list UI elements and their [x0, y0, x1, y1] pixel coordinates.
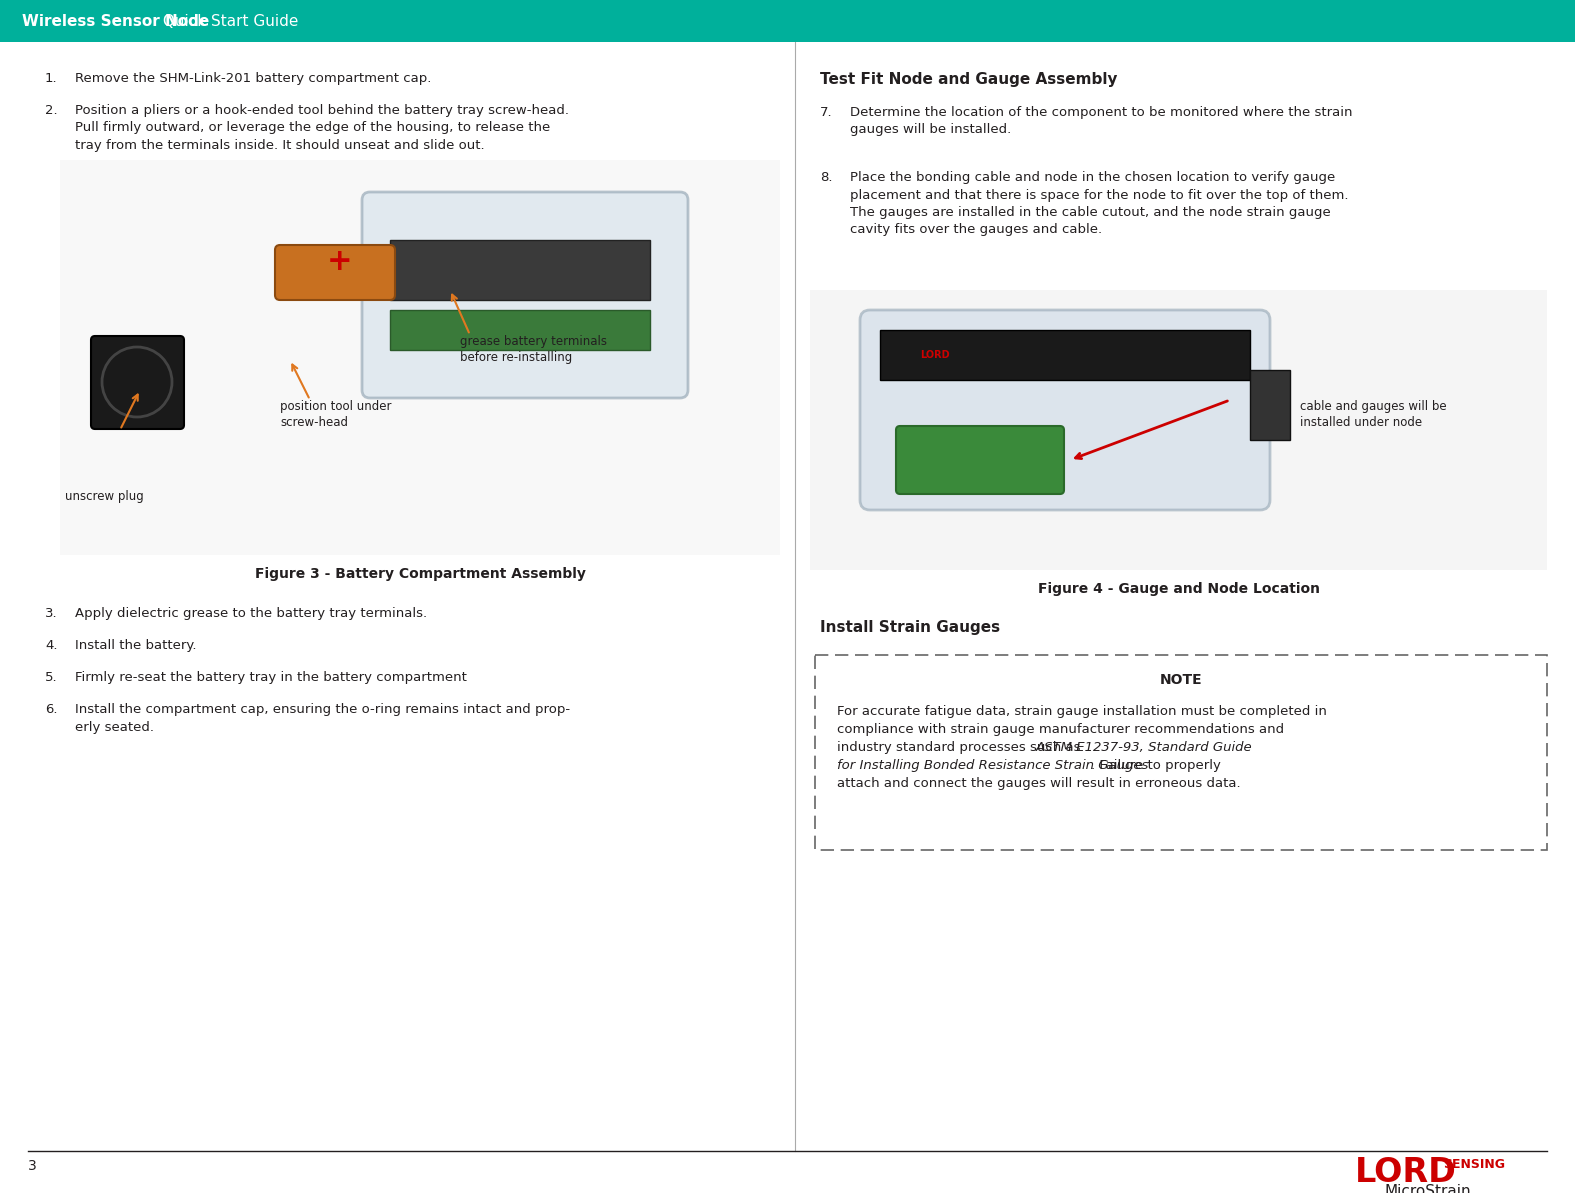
Text: compliance with strain gauge manufacturer recommendations and: compliance with strain gauge manufacture… — [836, 723, 1284, 736]
Text: Install Strain Gauges: Install Strain Gauges — [821, 620, 1000, 635]
Text: 8.: 8. — [821, 171, 833, 184]
Text: grease battery terminals
before re-installing: grease battery terminals before re-insta… — [460, 335, 606, 364]
FancyBboxPatch shape — [896, 426, 1065, 494]
Text: 3: 3 — [28, 1160, 36, 1173]
Text: 2.: 2. — [46, 104, 58, 117]
Text: SENSING: SENSING — [1443, 1158, 1506, 1172]
FancyBboxPatch shape — [91, 336, 184, 429]
Text: 5.: 5. — [46, 670, 58, 684]
Text: Apply dielectric grease to the battery tray terminals.: Apply dielectric grease to the battery t… — [76, 607, 427, 620]
Text: Determine the location of the component to be monitored where the strain
gauges : Determine the location of the component … — [850, 106, 1353, 136]
Text: 4.: 4. — [46, 639, 58, 653]
Text: position tool under
screw-head: position tool under screw-head — [280, 400, 392, 429]
Text: industry standard processes such as: industry standard processes such as — [836, 741, 1085, 754]
Text: . Failure to properly: . Failure to properly — [1091, 759, 1221, 772]
Text: LORD: LORD — [920, 350, 950, 360]
Text: attach and connect the gauges will result in erroneous data.: attach and connect the gauges will resul… — [836, 777, 1241, 790]
Text: ASTM E1237-93, Standard Guide: ASTM E1237-93, Standard Guide — [1036, 741, 1252, 754]
FancyBboxPatch shape — [276, 245, 395, 299]
FancyBboxPatch shape — [860, 310, 1269, 509]
Text: Firmly re-seat the battery tray in the battery compartment: Firmly re-seat the battery tray in the b… — [76, 670, 466, 684]
Text: MicroStrain: MicroStrain — [1384, 1183, 1471, 1193]
FancyBboxPatch shape — [814, 655, 1547, 849]
Text: Figure 3 - Battery Compartment Assembly: Figure 3 - Battery Compartment Assembly — [255, 567, 586, 581]
Text: Quick Start Guide: Quick Start Guide — [158, 13, 298, 29]
Text: Test Fit Node and Gauge Assembly: Test Fit Node and Gauge Assembly — [821, 72, 1118, 87]
Text: For accurate fatigue data, strain gauge installation must be completed in: For accurate fatigue data, strain gauge … — [836, 705, 1326, 718]
Text: Wireless Sensor Node: Wireless Sensor Node — [22, 13, 209, 29]
Text: for Installing Bonded Resistance Strain Gauges: for Installing Bonded Resistance Strain … — [836, 759, 1148, 772]
Text: 3.: 3. — [46, 607, 58, 620]
Bar — [880, 330, 1251, 381]
Text: 6.: 6. — [46, 703, 58, 716]
Bar — [391, 310, 650, 350]
Text: +: + — [328, 247, 353, 277]
Text: LORD: LORD — [1354, 1156, 1457, 1189]
Text: Remove the SHM-Link-201 battery compartment cap.: Remove the SHM-Link-201 battery compartm… — [76, 72, 432, 85]
Bar — [810, 290, 1547, 570]
Text: Install the compartment cap, ensuring the o-ring remains intact and prop-
erly s: Install the compartment cap, ensuring th… — [76, 703, 570, 734]
Text: Install the battery.: Install the battery. — [76, 639, 197, 653]
Text: Position a pliers or a hook-ended tool behind the battery tray screw-head.
Pull : Position a pliers or a hook-ended tool b… — [76, 104, 569, 152]
Bar — [0, 0, 1575, 42]
FancyBboxPatch shape — [362, 192, 688, 398]
Text: cable and gauges will be
installed under node: cable and gauges will be installed under… — [1299, 400, 1446, 429]
Bar — [60, 160, 780, 555]
Text: 7.: 7. — [821, 106, 833, 119]
Bar — [1251, 370, 1290, 440]
Text: NOTE: NOTE — [1159, 673, 1202, 687]
Text: unscrew plug: unscrew plug — [65, 490, 143, 503]
Text: Place the bonding cable and node in the chosen location to verify gauge
placemen: Place the bonding cable and node in the … — [850, 171, 1348, 236]
Text: 1.: 1. — [46, 72, 58, 85]
Text: Figure 4 - Gauge and Node Location: Figure 4 - Gauge and Node Location — [1038, 582, 1320, 596]
Bar — [391, 240, 650, 299]
